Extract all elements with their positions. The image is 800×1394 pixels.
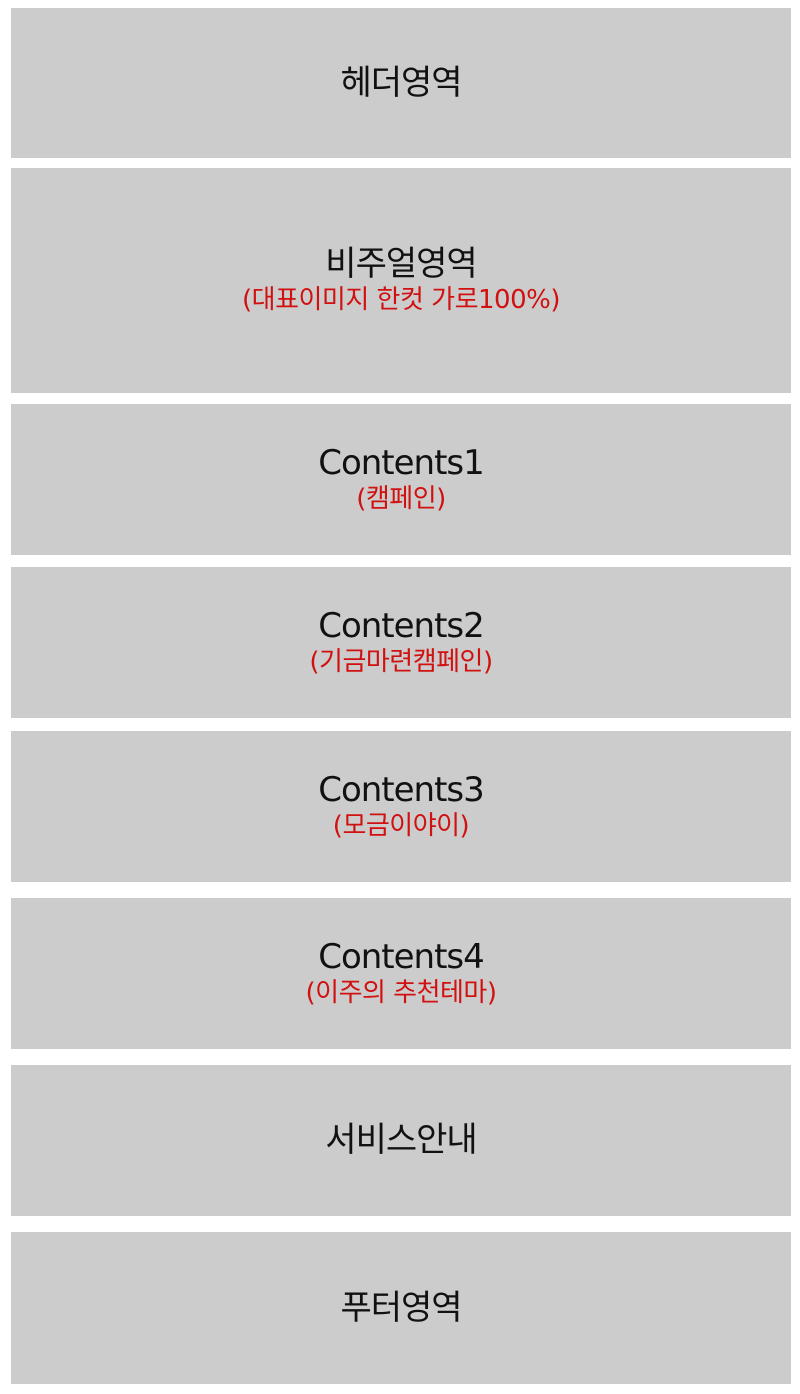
visual-area-subtitle: (대표이미지 한컷 가로100%) <box>242 284 560 315</box>
contents4-title: Contents4 <box>318 936 485 977</box>
contents3-subtitle: (모금이야이) <box>332 810 470 841</box>
header-area-title: 헤더영역 <box>340 62 462 103</box>
contents2-title: Contents2 <box>318 605 485 646</box>
contents1-block: Contents1 (캠페인) <box>11 404 791 555</box>
contents4-block: Contents4 (이주의 추천테마) <box>11 898 791 1049</box>
contents4-subtitle: (이주의 추천테마) <box>305 977 498 1008</box>
contents1-subtitle: (캠페인) <box>356 483 446 514</box>
service-info-title: 서비스안내 <box>325 1120 477 1161</box>
header-area-block: 헤더영역 <box>11 8 791 158</box>
contents3-block: Contents3 (모금이야이) <box>11 731 791 882</box>
footer-area-block: 푸터영역 <box>11 1232 791 1384</box>
visual-area-title: 비주얼영역 <box>325 243 477 284</box>
contents2-subtitle: (기금마련캠페인) <box>309 646 493 677</box>
contents2-block: Contents2 (기금마련캠페인) <box>11 567 791 718</box>
footer-area-title: 푸터영역 <box>340 1287 462 1328</box>
contents3-title: Contents3 <box>318 769 485 810</box>
contents1-title: Contents1 <box>318 442 485 483</box>
visual-area-block: 비주얼영역 (대표이미지 한컷 가로100%) <box>11 168 791 393</box>
service-info-block: 서비스안내 <box>11 1065 791 1216</box>
